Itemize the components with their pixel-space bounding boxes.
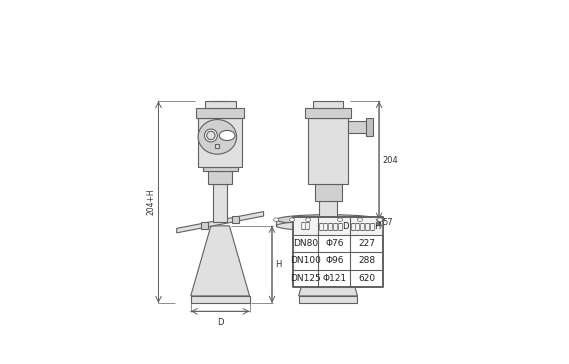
Text: 法兰: 法兰 <box>300 222 311 231</box>
Bar <box>319 201 337 220</box>
Text: 204+H: 204+H <box>146 189 155 215</box>
Polygon shape <box>232 215 239 223</box>
Text: 620: 620 <box>358 274 375 283</box>
Text: Φ96: Φ96 <box>325 256 344 265</box>
Bar <box>205 101 236 108</box>
Bar <box>315 184 341 201</box>
Bar <box>213 184 227 222</box>
Text: DN125: DN125 <box>290 274 321 283</box>
Text: DN80: DN80 <box>293 239 318 248</box>
Bar <box>208 171 232 184</box>
Text: H: H <box>275 260 282 269</box>
Bar <box>366 118 373 136</box>
Bar <box>305 108 351 118</box>
Text: Φ121: Φ121 <box>322 274 347 283</box>
Ellipse shape <box>357 218 362 221</box>
Polygon shape <box>299 226 357 296</box>
Bar <box>191 296 250 303</box>
Text: 喇叭口直径D: 喇叭口直径D <box>319 222 350 231</box>
Ellipse shape <box>274 218 279 221</box>
Polygon shape <box>191 226 250 296</box>
Ellipse shape <box>337 218 343 221</box>
Ellipse shape <box>219 130 235 141</box>
Bar <box>312 101 344 108</box>
Ellipse shape <box>276 221 380 231</box>
Bar <box>308 118 348 184</box>
Bar <box>276 220 380 226</box>
Ellipse shape <box>207 131 215 140</box>
Bar <box>203 167 237 171</box>
Text: DN100: DN100 <box>290 256 321 265</box>
Text: 57: 57 <box>382 218 393 227</box>
Bar <box>299 296 357 303</box>
Ellipse shape <box>290 218 295 221</box>
Text: 喇叭口高度H: 喇叭口高度H <box>351 222 382 231</box>
Text: Φ76: Φ76 <box>325 239 344 248</box>
Polygon shape <box>201 222 208 229</box>
Ellipse shape <box>204 129 217 142</box>
Bar <box>293 217 383 235</box>
Ellipse shape <box>198 119 237 154</box>
Ellipse shape <box>276 215 380 225</box>
Bar <box>196 108 244 118</box>
Bar <box>293 217 383 287</box>
Polygon shape <box>177 211 263 233</box>
Bar <box>215 144 219 148</box>
Bar <box>348 121 368 133</box>
Ellipse shape <box>377 218 382 221</box>
Text: 288: 288 <box>358 256 375 265</box>
Text: 227: 227 <box>358 239 375 248</box>
Bar <box>198 118 242 167</box>
Text: 204: 204 <box>382 156 398 165</box>
Ellipse shape <box>306 218 311 221</box>
Text: D: D <box>217 317 224 327</box>
